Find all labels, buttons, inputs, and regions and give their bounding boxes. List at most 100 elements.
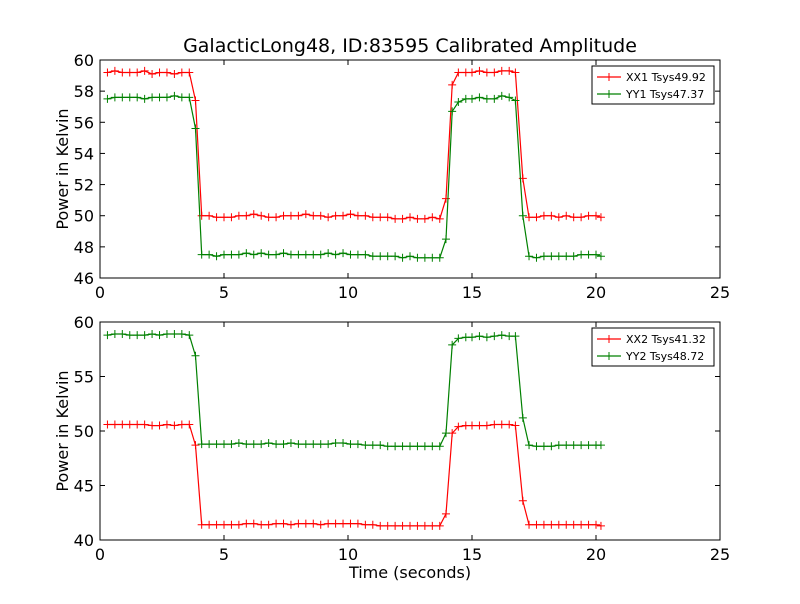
data-point bbox=[577, 213, 586, 222]
data-point bbox=[301, 250, 310, 259]
data-point bbox=[441, 194, 450, 203]
data-point bbox=[361, 250, 370, 259]
data-point bbox=[324, 519, 333, 528]
data-point bbox=[547, 520, 556, 529]
y-tick-label: 45 bbox=[74, 477, 94, 496]
data-point bbox=[279, 211, 288, 220]
data-point bbox=[562, 441, 571, 450]
data-point bbox=[316, 211, 325, 220]
data-point bbox=[309, 440, 318, 449]
data-point bbox=[264, 250, 273, 259]
data-point bbox=[103, 94, 112, 103]
data-point bbox=[413, 214, 422, 223]
data-point bbox=[428, 213, 437, 222]
legend-label: YY2 Tsys48.72 bbox=[625, 350, 704, 363]
data-point bbox=[584, 250, 593, 259]
data-point bbox=[331, 250, 340, 259]
y-tick-label: 48 bbox=[74, 238, 94, 257]
data-point bbox=[435, 521, 444, 530]
series-line bbox=[107, 333, 601, 447]
data-point bbox=[155, 331, 164, 340]
data-point bbox=[539, 252, 548, 261]
data-point bbox=[234, 211, 243, 220]
data-point bbox=[428, 253, 437, 262]
data-point bbox=[435, 214, 444, 223]
legend-label: XX1 Tsys49.92 bbox=[626, 71, 706, 84]
data-point bbox=[294, 519, 303, 528]
data-point bbox=[468, 333, 476, 342]
data-point bbox=[331, 211, 340, 220]
x-tick-label: 0 bbox=[95, 283, 105, 302]
data-point bbox=[511, 421, 520, 430]
data-point bbox=[368, 252, 377, 261]
data-point bbox=[475, 332, 484, 341]
data-point bbox=[554, 252, 563, 261]
data-point bbox=[234, 438, 243, 447]
data-point bbox=[497, 331, 506, 340]
data-point bbox=[242, 249, 251, 258]
data-point bbox=[103, 331, 112, 340]
figure-title: GalacticLong48, ID:83595 Calibrated Ampl… bbox=[183, 35, 637, 57]
data-point bbox=[191, 96, 200, 105]
legend: XX1 Tsys49.92 YY1 Tsys47.37 bbox=[591, 65, 715, 105]
data-point bbox=[257, 440, 266, 449]
y-axis-label: Power in Kelvin bbox=[53, 108, 72, 229]
data-point bbox=[547, 211, 556, 220]
y-tick-label: 55 bbox=[74, 368, 94, 387]
data-point bbox=[413, 253, 422, 262]
legend: XX2 Tsys41.32 YY2 Tsys48.72 bbox=[591, 327, 715, 367]
data-point bbox=[257, 211, 266, 220]
data-point bbox=[376, 521, 385, 530]
data-point bbox=[391, 214, 400, 223]
data-point bbox=[148, 421, 157, 430]
data-point bbox=[227, 440, 236, 449]
data-point bbox=[490, 420, 499, 429]
data-point bbox=[185, 331, 194, 340]
data-point bbox=[376, 213, 385, 222]
data-point bbox=[339, 211, 348, 220]
data-point bbox=[428, 442, 437, 451]
data-point bbox=[242, 440, 251, 449]
data-point bbox=[118, 329, 127, 338]
legend-label: XX2 Tsys41.32 bbox=[626, 333, 706, 346]
data-point bbox=[286, 438, 295, 447]
y-tick-label: 40 bbox=[74, 531, 94, 550]
data-point bbox=[505, 66, 514, 75]
data-point bbox=[197, 440, 206, 449]
data-point bbox=[562, 252, 571, 261]
data-point bbox=[505, 420, 514, 429]
y-tick-label: 60 bbox=[74, 313, 94, 332]
data-point bbox=[170, 70, 179, 79]
data-point bbox=[103, 68, 112, 77]
data-point bbox=[309, 519, 318, 528]
data-point bbox=[118, 420, 127, 429]
data-point bbox=[185, 93, 194, 102]
data-point bbox=[170, 329, 179, 338]
data-point bbox=[428, 521, 437, 530]
data-point bbox=[406, 252, 414, 261]
data-point bbox=[525, 520, 534, 529]
data-point bbox=[227, 520, 236, 529]
data-point bbox=[454, 98, 463, 107]
data-point bbox=[398, 442, 407, 451]
y-tick-label: 60 bbox=[74, 51, 94, 70]
data-point bbox=[398, 214, 407, 223]
data-point bbox=[257, 520, 266, 529]
data-point bbox=[435, 253, 444, 262]
data-point bbox=[309, 211, 318, 220]
data-point bbox=[140, 66, 149, 75]
data-point bbox=[331, 438, 340, 447]
data-point bbox=[577, 441, 586, 450]
data-point bbox=[398, 521, 407, 530]
series-1 bbox=[103, 420, 605, 530]
data-point bbox=[220, 520, 228, 529]
data-point bbox=[205, 211, 214, 220]
data-point bbox=[125, 93, 134, 102]
data-point bbox=[592, 250, 600, 259]
data-point bbox=[577, 520, 586, 529]
legend-marker bbox=[605, 335, 613, 343]
data-point bbox=[376, 441, 385, 450]
data-point bbox=[406, 213, 414, 222]
